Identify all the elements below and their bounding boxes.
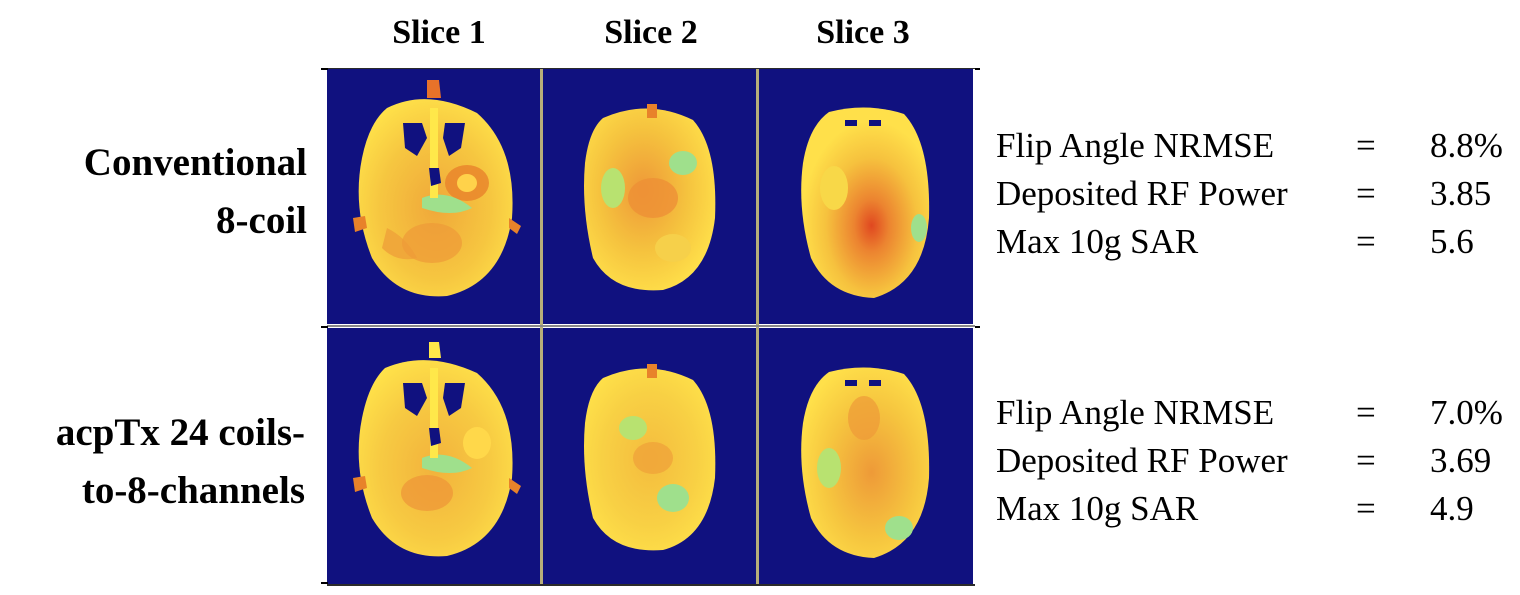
map-acptx-slice-3 [759, 328, 973, 584]
map-conventional-slice-1 [327, 68, 541, 324]
axis-tick [321, 326, 328, 328]
axis-tick [975, 68, 980, 70]
brain-map-image [353, 80, 521, 297]
column-header-slice-1: Slice 1 [392, 14, 486, 51]
metric-label: Flip Angle NRMSE [996, 393, 1275, 432]
grid-divider [327, 325, 975, 327]
grid-border [327, 584, 975, 586]
brain-map-image [353, 342, 521, 557]
row-label-line: acpTx 24 coils- [55, 411, 305, 454]
metric-value: 3.85 [1430, 174, 1492, 213]
axis-tick [975, 326, 980, 328]
map-acptx-slice-2 [543, 328, 757, 584]
map-acptx-slice-1 [327, 328, 541, 584]
row-label-line: 8-coil [216, 199, 307, 242]
metric-equals: = [1356, 222, 1376, 261]
column-header-slice-2: Slice 2 [604, 14, 698, 51]
axis-tick [321, 582, 328, 584]
metric-equals: = [1356, 393, 1376, 432]
metric-value: 3.69 [1430, 441, 1492, 480]
metric-label: Max 10g SAR [996, 222, 1199, 261]
row-label-line: Conventional [83, 141, 307, 184]
metric-equals: = [1356, 489, 1376, 528]
metric-value: 7.0% [1430, 393, 1503, 432]
metric-value: 5.6 [1430, 222, 1474, 261]
flip-angle-map-grid [327, 68, 975, 586]
metric-equals: = [1356, 126, 1376, 165]
metric-value: 4.9 [1430, 489, 1474, 528]
brain-map-image [801, 107, 930, 298]
metric-label: Flip Angle NRMSE [996, 126, 1275, 165]
metric-value: 8.8% [1430, 126, 1503, 165]
metric-label: Deposited RF Power [996, 441, 1288, 480]
column-header-slice-3: Slice 3 [816, 14, 910, 51]
brain-map-image [801, 367, 930, 558]
brain-map-image [584, 104, 716, 291]
brain-map-image [584, 364, 716, 551]
metric-label: Deposited RF Power [996, 174, 1288, 213]
map-conventional-slice-2 [543, 68, 757, 324]
metric-equals: = [1356, 441, 1376, 480]
row-label-conventional: Conventional 8-coil [84, 134, 307, 250]
axis-tick [321, 68, 328, 70]
metric-equals: = [1356, 174, 1376, 213]
grid-border [327, 68, 975, 69]
row-label-line: to-8-channels [81, 469, 305, 512]
row-label-acptx: acpTx 24 coils- to-8-channels [56, 404, 305, 520]
metric-label: Max 10g SAR [996, 489, 1199, 528]
map-conventional-slice-3 [759, 68, 973, 324]
